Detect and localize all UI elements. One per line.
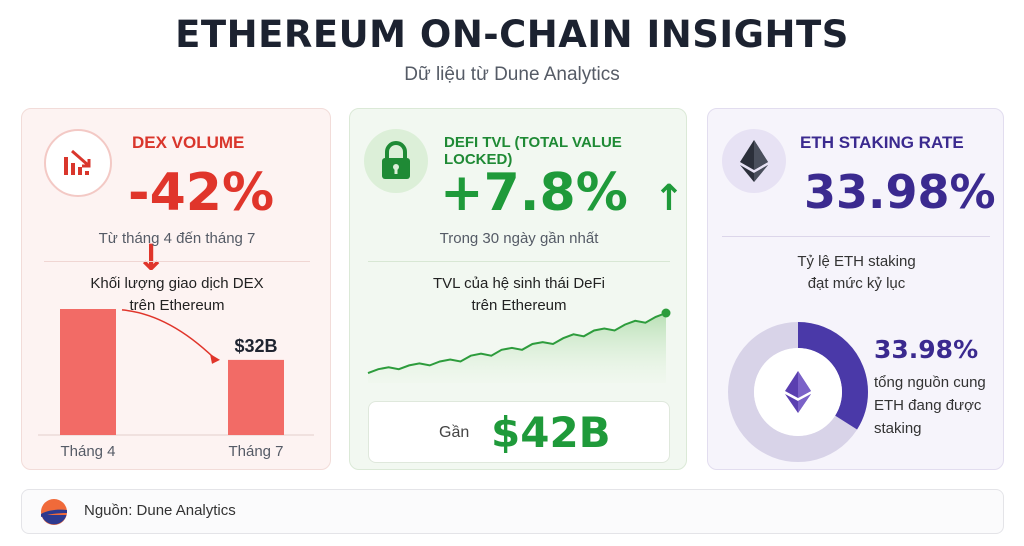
dex-chart-title-line-2: trên Ethereum: [129, 297, 225, 314]
source-text: Nguồn: Dune Analytics: [84, 502, 236, 519]
donut-text-line-3: staking: [874, 420, 922, 437]
defi-chart-title-line-2: trên Ethereum: [471, 297, 567, 314]
bar: [60, 309, 116, 435]
trend-arrow-head: [210, 353, 220, 364]
tvl-near-label: Gần: [439, 424, 470, 441]
defi-chart-title-line-1: TVL của hệ sinh thái DeFi: [432, 275, 606, 292]
defi-tvl-line-chart: [367, 308, 671, 383]
ethereum-icon: [785, 371, 811, 413]
tvl-end-point: [661, 308, 671, 318]
dex-value-text: -42%: [128, 163, 275, 223]
staking-label: ETH STAKING RATE: [800, 133, 964, 152]
tvl-line: [367, 312, 667, 375]
dex-label: DEX VOLUME: [132, 133, 245, 152]
page-subtitle: Dữ liệu từ Dune Analytics: [404, 64, 620, 85]
tvl-total-box: Gần $42B: [368, 401, 670, 463]
arrow-down-icon: ↓: [136, 238, 167, 279]
bar: [228, 359, 284, 435]
ethereum-icon: [722, 129, 786, 193]
staking-value: 33.98%: [804, 165, 996, 219]
dex-chart-title: Khối lượng giao dịch DEX trên Ethereum: [22, 273, 332, 317]
dex-value: -42% ↓: [128, 163, 330, 283]
arrow-up-icon: ↑: [653, 178, 685, 219]
dune-logo-icon: [41, 499, 67, 525]
bar-category-label: Tháng 4: [60, 443, 115, 460]
donut-text-line-2: ETH đang được: [874, 397, 982, 414]
defi-value: +7.8% ↑: [440, 163, 684, 223]
donut-value: 33.98%: [874, 335, 979, 364]
staking-caption-line-1: Tỷ lệ ETH staking: [797, 253, 916, 270]
divider: [722, 236, 990, 237]
donut-slice-staked: [728, 322, 868, 462]
donut-text: tổng nguồn cung ETH đang được staking: [874, 371, 986, 440]
header: ETHEREUM ON-CHAIN INSIGHTS Dữ liệu từ Du…: [0, 0, 1024, 86]
tvl-area: [368, 313, 666, 383]
dex-volume-card: DEX VOLUME -42% ↓ Từ tháng 4 đến tháng 7…: [21, 108, 331, 470]
staking-donut-chart: [728, 322, 868, 462]
tvl-near-value: $42B: [491, 408, 611, 457]
donut-text-line-1: tổng nguồn cung: [874, 374, 986, 391]
defi-chart-title: TVL của hệ sinh thái DeFi trên Ethereum: [350, 273, 688, 317]
trend-arrow: [121, 309, 215, 359]
staking-caption: Tỷ lệ ETH staking đạt mức kỷ lục: [708, 251, 1005, 295]
defi-caption: Trong 30 ngày gần nhất: [439, 230, 599, 247]
divider: [44, 261, 310, 262]
dex-chart-title-line-1: Khối lượng giao dịch DEX: [90, 275, 264, 292]
bar-value-label: $32B: [234, 336, 277, 356]
divider: [368, 261, 670, 262]
defi-label: DEFI TVL (TOTAL VALUE LOCKED): [444, 134, 622, 168]
defi-value-text: +7.8%: [440, 163, 628, 223]
source-footer: Nguồn: Dune Analytics: [21, 489, 1004, 534]
dex-caption: Từ tháng 4 đến tháng 7: [98, 230, 256, 247]
page-title: ETHEREUM ON-CHAIN INSIGHTS: [175, 13, 849, 56]
eth-staking-card: ETH STAKING RATE 33.98% Tỷ lệ ETH stakin…: [707, 108, 1004, 470]
lock-icon: [364, 129, 428, 193]
staking-caption-line-2: đạt mức kỷ lục: [807, 275, 906, 292]
chart-down-icon: [44, 129, 112, 197]
bar-category-label: Tháng 7: [228, 443, 283, 460]
defi-tvl-card: DEFI TVL (TOTAL VALUE LOCKED) +7.8% ↑ Tr…: [349, 108, 687, 470]
